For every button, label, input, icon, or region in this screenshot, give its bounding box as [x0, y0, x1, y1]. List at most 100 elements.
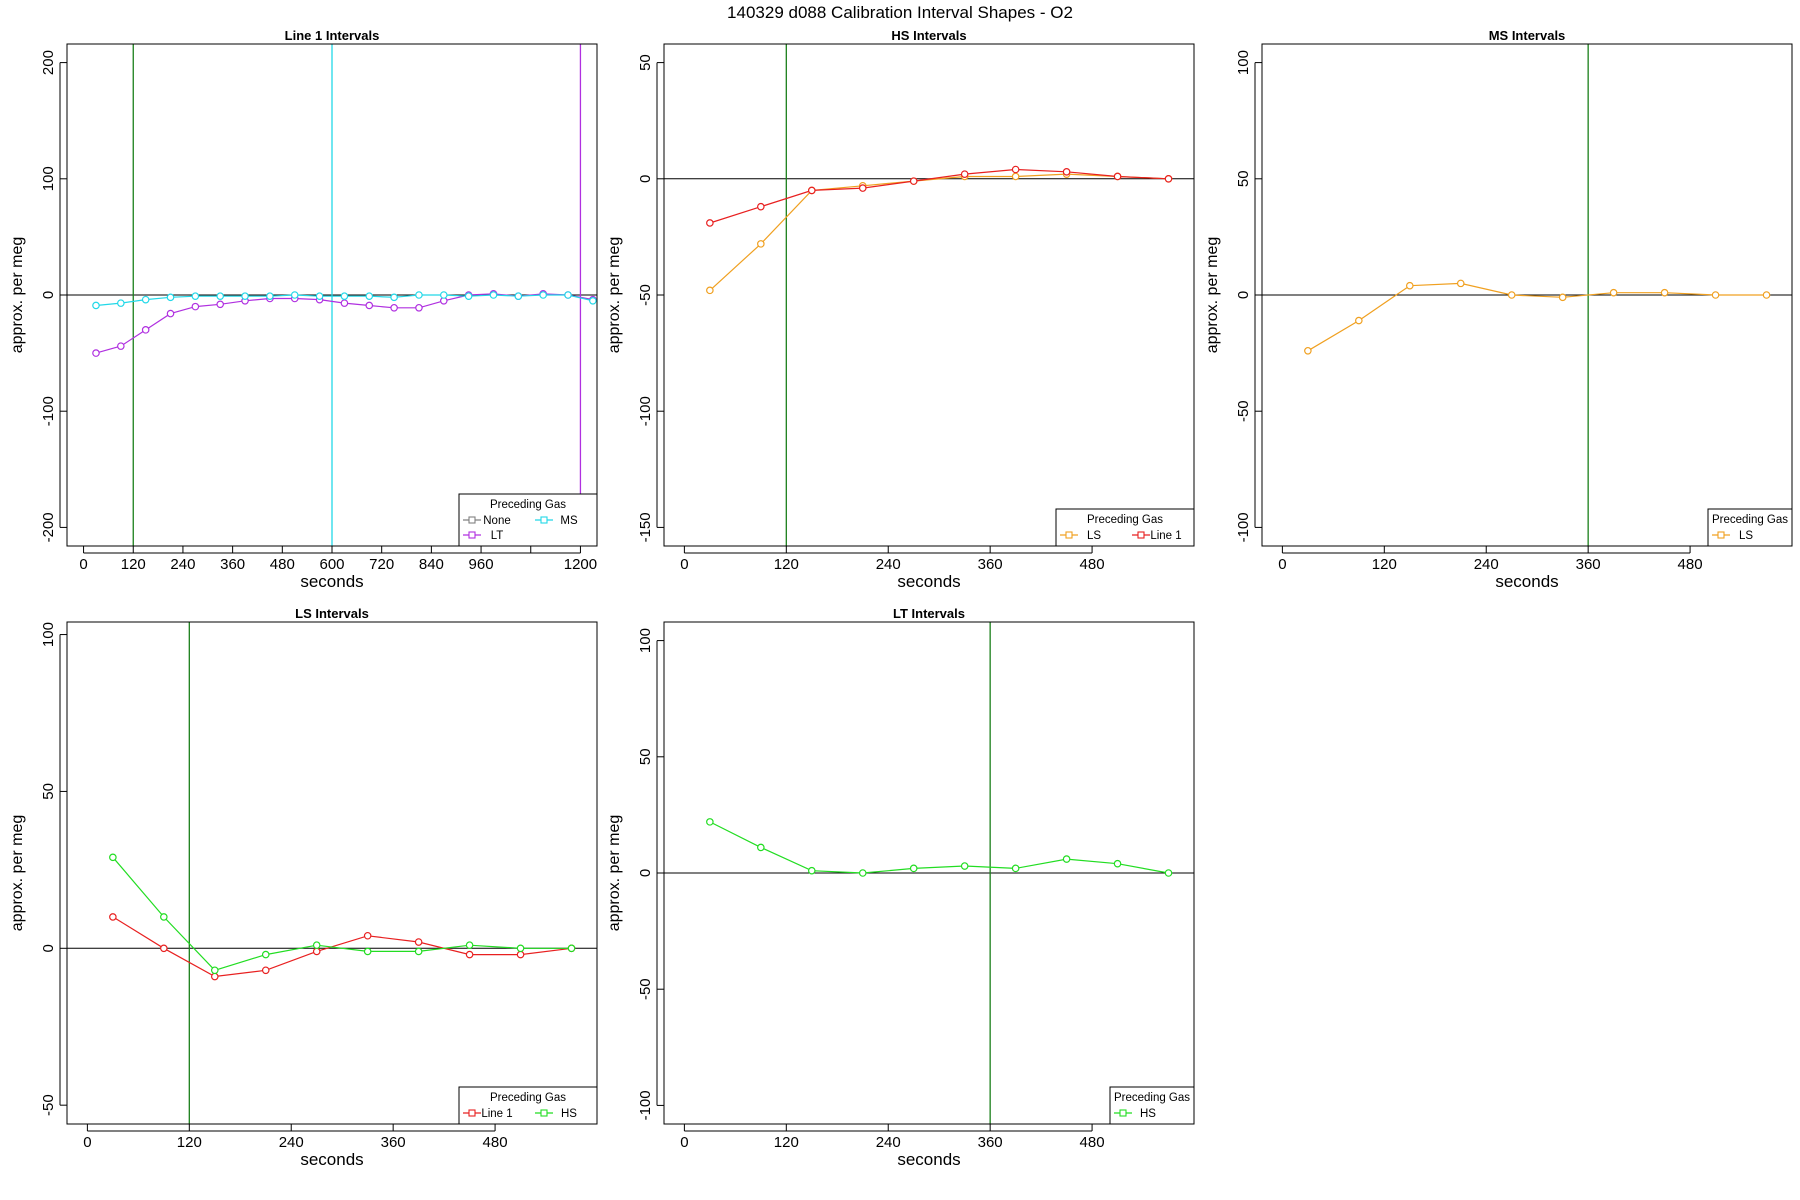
data-point: [909, 864, 918, 873]
data-point: [1062, 168, 1071, 176]
data-point: [960, 170, 969, 178]
legend-box: [1707, 508, 1793, 547]
x-tick-label: 120: [1372, 556, 1397, 573]
x-tick-label: 480: [1678, 556, 1703, 573]
legend-title: Preceding Gas: [490, 499, 566, 511]
data-point: [1711, 291, 1720, 299]
figure-title: 140329 d088 Calibration Interval Shapes …: [727, 3, 1073, 22]
data-point: [567, 944, 576, 953]
x-tick-label: 840: [419, 556, 444, 573]
data-point: [363, 931, 372, 940]
x-tick-label: 0: [83, 1134, 91, 1151]
legend-box: [458, 493, 598, 547]
chart-panel: HS Intervals 0 120 240 360 480 -150 -100 -50 0 50 s…: [606, 28, 1195, 591]
series-line: [112, 916, 572, 978]
y-tick-label: 0: [40, 291, 57, 299]
legend: Preceding Gas Line 1 HS: [458, 1086, 598, 1125]
data-point: [315, 292, 324, 300]
data-point: [216, 300, 225, 309]
y-tick-label: -50: [637, 978, 654, 1000]
y-tick-label: 100: [1235, 50, 1252, 75]
legend-swatch-marker: [1717, 531, 1725, 539]
y-tick-label: 200: [40, 50, 57, 75]
data-point: [1507, 291, 1516, 299]
data-point: [465, 941, 474, 949]
x-tick-label: 240: [1474, 556, 1499, 573]
legend-swatch-marker: [1137, 531, 1145, 539]
legend: Preceding Gas HS: [1109, 1086, 1195, 1125]
y-tick-label: 50: [40, 783, 57, 800]
data-point: [241, 292, 249, 300]
x-tick-label: 960: [469, 556, 494, 573]
y-tick-label: 0: [40, 944, 57, 952]
data-point: [1762, 291, 1771, 299]
x-tick-label: 120: [177, 1134, 202, 1151]
y-tick-label: 100: [40, 166, 57, 191]
data-point: [909, 177, 918, 185]
data-point: [191, 292, 200, 300]
data-point: [414, 938, 423, 946]
legend-title: Preceding Gas: [1087, 514, 1163, 526]
x-tick-label: 360: [1576, 556, 1601, 573]
y-axis-title: approx. per meg: [606, 237, 623, 354]
legend-title: Preceding Gas: [490, 1092, 566, 1104]
data-point: [363, 947, 372, 956]
x-tick-label: 0: [680, 556, 688, 573]
x-tick-label: 240: [170, 556, 195, 573]
panel-title: HS Intervals: [891, 28, 966, 43]
x-tick-label: 240: [876, 1134, 901, 1151]
data-point: [1113, 172, 1122, 181]
data-point: [117, 342, 125, 350]
data-point: [1456, 279, 1465, 288]
legend-entry: LS: [1739, 530, 1753, 542]
data-point: [1558, 293, 1567, 302]
data-point: [210, 966, 219, 975]
data-point: [1113, 859, 1122, 868]
x-axis-title: seconds: [300, 572, 363, 591]
x-axis-title: seconds: [300, 1150, 363, 1169]
data-point: [1355, 316, 1363, 325]
plot-frame: [66, 621, 598, 1125]
data-point: [210, 972, 219, 981]
data-point: [757, 240, 765, 248]
data-point: [365, 301, 374, 310]
x-tick-label: 480: [1080, 1134, 1105, 1151]
legend-title: Preceding Gas: [1114, 1092, 1190, 1104]
x-tick-label: 240: [279, 1134, 304, 1151]
legend-box: [458, 1086, 598, 1125]
data-point: [415, 291, 423, 299]
data-point: [312, 947, 321, 956]
y-tick-label: -100: [40, 396, 57, 426]
x-tick-label: 480: [270, 556, 295, 573]
data-point: [514, 292, 523, 300]
data-point: [858, 869, 867, 877]
x-tick-label: 480: [483, 1134, 508, 1151]
x-tick-label: 120: [774, 556, 799, 573]
chart-panel: MS Intervals 0 120 240 360 480 -100 -50 0 50 100 se…: [1204, 28, 1793, 591]
legend-entry: LT: [491, 530, 504, 542]
data-point: [414, 947, 423, 956]
data-point: [706, 286, 714, 295]
legend-title: Preceding Gas: [1712, 514, 1788, 526]
legend-box: [1109, 1086, 1195, 1125]
data-point: [312, 941, 321, 949]
x-tick-label: 360: [978, 556, 1003, 573]
data-point: [109, 853, 117, 862]
data-point: [539, 291, 547, 299]
x-tick-label: 480: [1080, 556, 1105, 573]
data-point: [261, 950, 270, 959]
legend-box: [1055, 508, 1195, 547]
data-point: [141, 295, 150, 304]
y-tick-label: 100: [637, 628, 654, 653]
y-tick-label: -200: [40, 512, 57, 542]
y-tick-label: -100: [1235, 512, 1252, 542]
y-tick-label: -100: [637, 396, 654, 426]
legend-swatch-marker: [1119, 1109, 1127, 1117]
data-point: [564, 291, 572, 299]
legend-swatch-marker: [540, 516, 548, 524]
data-point: [290, 291, 299, 299]
data-point: [166, 309, 175, 318]
data-point: [92, 301, 100, 310]
data-point: [266, 292, 274, 300]
